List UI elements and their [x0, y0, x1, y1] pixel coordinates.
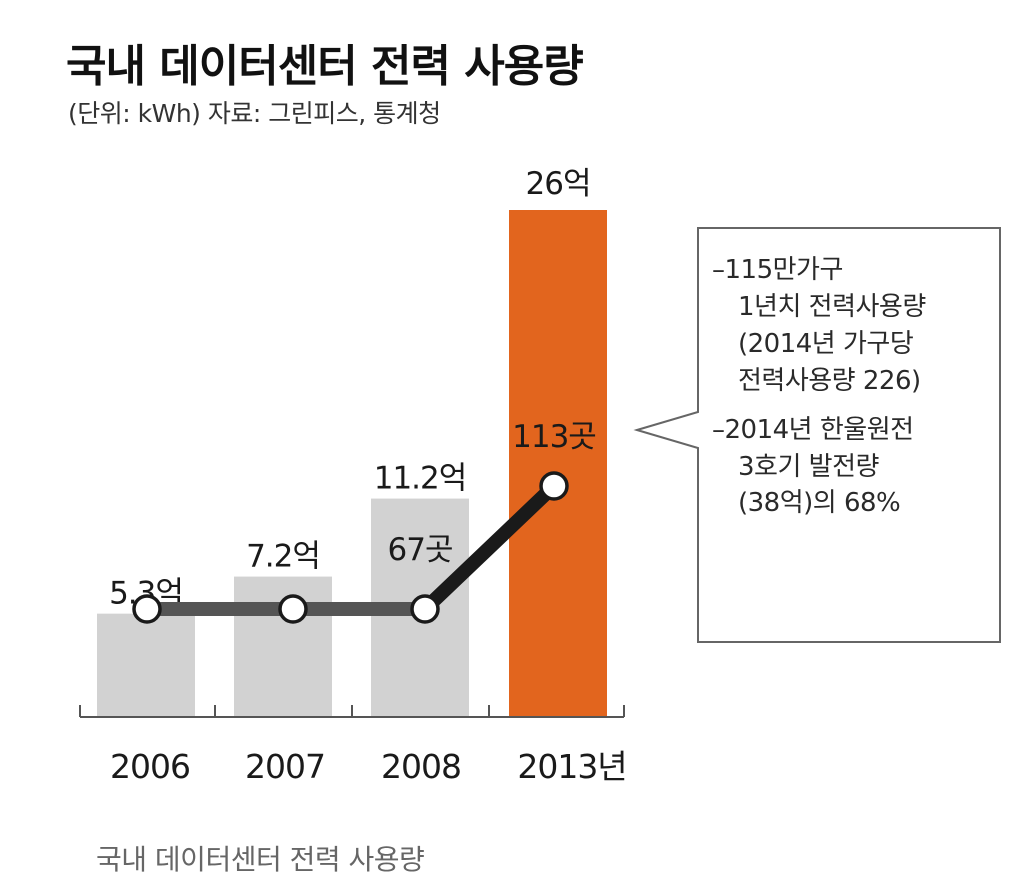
callout-item-households: –115만가구 1년치 전력사용량 (2014년 가구당 전력사용량 226) — [712, 252, 1012, 400]
line-point — [410, 594, 440, 624]
image-caption: 국내 데이터센터 전력 사용량 — [96, 843, 425, 876]
bar-value-label: 7.2억 — [246, 539, 320, 575]
line-point — [539, 471, 569, 501]
x-tick-label: 2008 — [381, 747, 461, 786]
callout-line: –2014년 한울원전 — [712, 414, 914, 445]
bar-2006 — [97, 613, 195, 717]
x-tick-label: 2007 — [245, 747, 325, 786]
x-tick-label: 2006 — [110, 747, 190, 786]
callout-text: –115만가구 1년치 전력사용량 (2014년 가구당 전력사용량 226) … — [712, 252, 1012, 534]
bar-value-label: 26억 — [526, 166, 591, 202]
bar-2007 — [234, 576, 332, 717]
x-tick-label: 2013년 — [517, 747, 626, 786]
callout-item-nuclear: –2014년 한울원전 3호기 발전량 (38억)의 68% — [712, 412, 1012, 523]
callout-box — [633, 227, 1001, 643]
line-value-label: 113곳 — [512, 419, 596, 455]
callout-line: (2014년 가구당 — [738, 328, 914, 359]
callout-line: 1년치 전력사용량 — [738, 291, 926, 322]
chart-title: 국내 데이터센터 전력 사용량 — [66, 41, 584, 92]
callout-line: 3호기 발전량 — [738, 451, 879, 482]
callout-line: (38억)의 68% — [738, 488, 901, 519]
line-point — [132, 594, 162, 624]
bar-value-label: 11.2억 — [374, 461, 467, 497]
line-segment — [418, 479, 561, 616]
chart-subtitle: (단위: kWh) 자료: 그린피스, 통계청 — [68, 99, 441, 128]
line-point — [278, 594, 308, 624]
bar-2013년 — [509, 210, 607, 717]
line-value-label: 67곳 — [388, 532, 453, 568]
callout-line: –115만가구 — [712, 255, 843, 285]
callout-line: 전력사용량 226) — [738, 365, 921, 396]
